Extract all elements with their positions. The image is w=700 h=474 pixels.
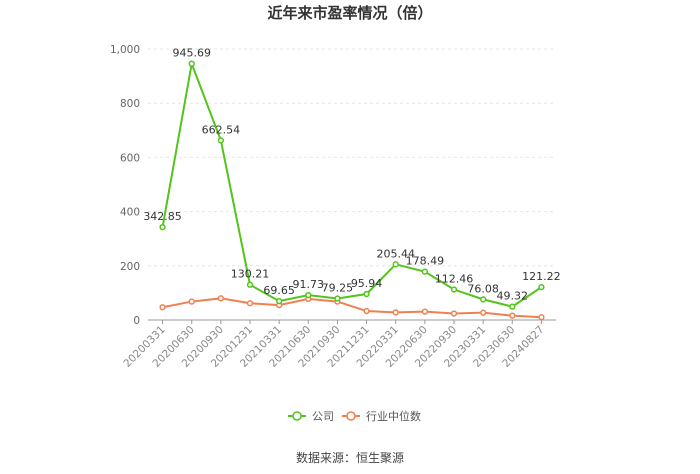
company-point bbox=[334, 295, 341, 302]
company-point bbox=[305, 291, 312, 299]
company-point bbox=[479, 296, 487, 303]
company-point bbox=[159, 223, 166, 231]
y-tick-label: 800 bbox=[120, 98, 140, 110]
company-point bbox=[392, 261, 399, 268]
industry-median-point bbox=[392, 309, 399, 316]
company-data-label: 130.21 bbox=[231, 268, 270, 281]
company-point bbox=[188, 60, 195, 67]
legend-swatch-marker bbox=[292, 411, 302, 421]
series-group bbox=[159, 59, 545, 321]
company-data-label: 49.32 bbox=[497, 290, 529, 303]
company-data-label: 69.65 bbox=[263, 284, 295, 297]
company-line bbox=[161, 59, 542, 308]
y-tick-label: 200 bbox=[120, 261, 140, 273]
chart-title: 近年来市盈率情况（倍） bbox=[267, 4, 432, 22]
company-point bbox=[217, 137, 225, 144]
company-data-label: 79.25 bbox=[322, 282, 354, 295]
company-point bbox=[509, 303, 516, 310]
industry-median-point bbox=[421, 308, 429, 315]
x-axis: 2020033120200630202009302020123120210331… bbox=[121, 319, 556, 370]
legend-label: 行业中位数 bbox=[366, 409, 421, 423]
company-point bbox=[275, 297, 283, 305]
company-data-label: 342.85 bbox=[143, 210, 182, 223]
industry-median-line bbox=[162, 297, 542, 319]
industry-median-point bbox=[538, 314, 545, 321]
y-tick-label: 1,000 bbox=[110, 44, 140, 56]
legend[interactable]: 公司 行业中位数 bbox=[288, 409, 421, 423]
company-data-label: 205.44 bbox=[376, 247, 415, 260]
company-point bbox=[246, 281, 254, 288]
company-data-label: 112.46 bbox=[435, 273, 474, 286]
company-point bbox=[538, 283, 545, 291]
y-tick-label: 400 bbox=[120, 207, 140, 219]
industry-median-point bbox=[188, 298, 195, 305]
company-data-label: 95.94 bbox=[351, 277, 383, 290]
source-note: 数据来源：恒生聚源 bbox=[296, 450, 404, 465]
industry-median-point bbox=[217, 295, 225, 302]
industry-median-point bbox=[450, 310, 458, 317]
industry-median-point bbox=[363, 307, 370, 315]
industry-median-point bbox=[159, 304, 166, 311]
industry-median-point bbox=[246, 300, 254, 307]
company-data-label: 945.69 bbox=[172, 47, 211, 60]
company-data-label: 662.54 bbox=[202, 123, 241, 136]
industry-median-point bbox=[479, 309, 487, 316]
company-point bbox=[421, 268, 429, 275]
company-data-label: 121.22 bbox=[522, 270, 561, 283]
legend-item-industry-median[interactable]: 行业中位数 bbox=[342, 409, 421, 423]
company-data-label: 91.73 bbox=[293, 278, 325, 291]
company-point bbox=[450, 286, 458, 293]
company-data-label: 76.08 bbox=[467, 282, 499, 295]
legend-label: 公司 bbox=[312, 410, 334, 423]
legend-item-company[interactable]: 公司 bbox=[288, 410, 334, 423]
y-tick-label: 0 bbox=[133, 315, 140, 327]
company-point bbox=[363, 290, 370, 298]
legend-swatch-marker bbox=[346, 411, 356, 421]
data-labels: 342.85 945.69 662.54 130.21 69.6591.7379.259… bbox=[143, 47, 560, 303]
company-data-label: 178.49 bbox=[406, 255, 445, 268]
industry-median-point bbox=[509, 312, 516, 319]
y-axis: 0 200 400 600 800 1,000 bbox=[110, 44, 140, 327]
y-tick-label: 600 bbox=[120, 152, 140, 164]
